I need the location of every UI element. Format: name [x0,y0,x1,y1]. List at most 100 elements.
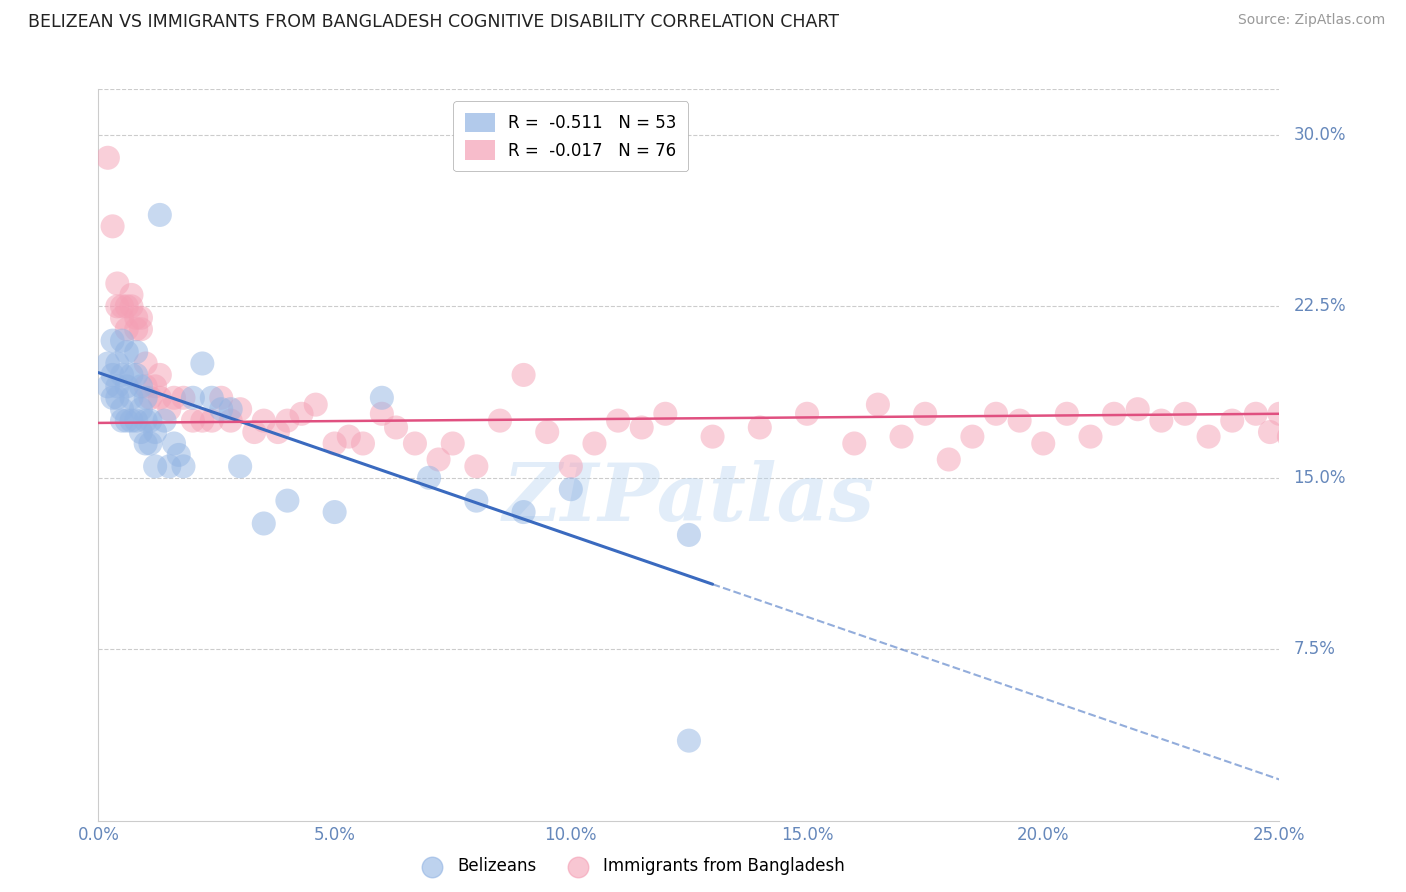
Point [305,398,328,412]
Point [385,420,408,434]
Point [866,398,889,412]
Point [201,391,224,405]
Point [139,414,162,428]
Point [135,356,157,371]
Point [143,459,166,474]
Point [97,356,120,371]
Point [1150,414,1173,428]
Point [404,436,426,450]
Point [163,391,186,405]
Point [229,402,252,417]
Point [371,391,394,405]
Point [253,516,276,531]
Point [125,310,148,325]
Point [1032,436,1054,450]
Point [560,482,582,496]
Point [121,299,143,313]
Point [1174,407,1197,421]
Point [101,219,124,234]
Point [938,452,960,467]
Point [253,414,276,428]
Text: BELIZEAN VS IMMIGRANTS FROM BANGLADESH COGNITIVE DISABILITY CORRELATION CHART: BELIZEAN VS IMMIGRANTS FROM BANGLADESH C… [28,13,839,31]
Point [97,151,120,165]
Point [1126,402,1149,417]
Point [427,452,450,467]
Point [512,368,534,382]
Point [143,379,166,393]
Point [149,208,172,222]
Point [1278,429,1301,443]
Point [157,402,180,417]
Point [371,407,394,421]
Point [101,334,124,348]
Point [111,299,134,313]
Point [125,414,148,428]
Point [512,505,534,519]
Point [465,493,488,508]
Point [167,448,190,462]
Point [418,471,440,485]
Point [1056,407,1078,421]
Point [219,402,242,417]
Point [105,391,128,405]
Point [121,414,143,428]
Point [121,368,143,382]
Point [149,391,172,405]
Point [323,505,346,519]
Point [209,402,232,417]
Point [129,425,152,439]
Point [796,407,818,421]
Point [1268,407,1291,421]
Point [489,414,512,428]
Point [276,414,298,428]
Point [105,277,128,291]
Point [267,425,290,439]
Point [1220,414,1243,428]
Point [105,299,128,313]
Point [890,429,912,443]
Point [101,391,124,405]
Point [654,407,676,421]
Point [323,436,346,450]
Text: 15.0%: 15.0% [1294,469,1346,487]
Point [243,425,266,439]
Point [191,356,214,371]
Point [111,368,134,382]
Point [209,391,232,405]
Point [914,407,936,421]
Point [441,436,464,450]
Point [352,436,374,450]
Point [536,425,558,439]
Point [465,459,488,474]
Point [125,345,148,359]
Point [143,425,166,439]
Point [1008,414,1031,428]
Text: 30.0%: 30.0% [1294,126,1346,144]
Point [111,402,134,417]
Point [125,322,148,336]
Point [97,379,120,393]
Point [1102,407,1125,421]
Point [153,414,176,428]
Point [678,733,700,747]
Point [121,391,143,405]
Point [149,368,172,382]
Point [607,414,630,428]
Point [157,459,180,474]
Point [962,429,984,443]
Text: 7.5%: 7.5% [1294,640,1336,658]
Point [135,436,157,450]
Point [229,459,252,474]
Point [139,391,162,405]
Point [125,368,148,382]
Point [115,379,138,393]
Text: Source: ZipAtlas.com: Source: ZipAtlas.com [1237,13,1385,28]
Point [121,288,143,302]
Point [105,379,128,393]
Point [583,436,606,450]
Point [111,414,134,428]
Point [115,345,138,359]
Point [181,391,204,405]
Point [135,391,157,405]
Point [337,429,360,443]
